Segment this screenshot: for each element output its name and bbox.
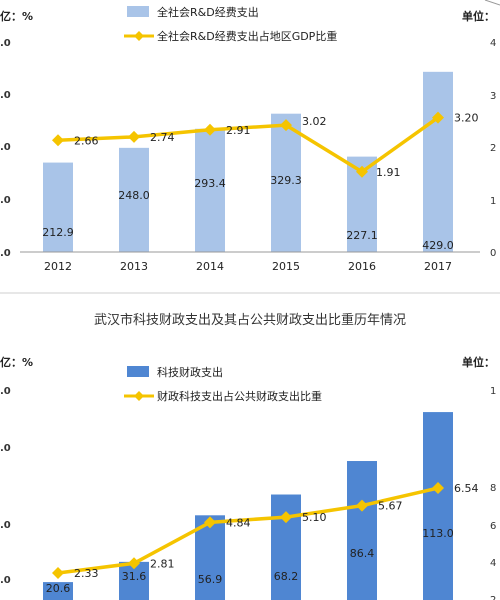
legend-bar-swatch <box>127 366 149 377</box>
legend-line-label: 全社会R&D经费支出占地区GDP比重 <box>157 29 337 43</box>
line-point <box>128 130 140 143</box>
bar <box>423 71 453 252</box>
line-point <box>128 557 140 570</box>
right-tick-label: 6 <box>490 521 496 532</box>
category-label: 2013 <box>120 260 148 273</box>
right-tick-label: 4 <box>490 38 496 49</box>
right-tick-label: 0 <box>490 248 496 259</box>
left-tick-label: .0 <box>0 195 11 206</box>
line-point <box>432 482 444 495</box>
line-point <box>204 516 216 529</box>
bar-value-label: 86.4 <box>350 547 375 560</box>
line-series <box>57 116 440 174</box>
right-tick-label: 1 <box>490 196 496 207</box>
right-tick-label: 1 <box>490 386 496 397</box>
bar-value-label: 212.9 <box>42 226 74 239</box>
line-series <box>57 486 439 575</box>
left-tick-label: .0 <box>0 386 11 397</box>
bar-value-label: 293.4 <box>194 177 226 190</box>
line-point <box>356 165 368 178</box>
right-tick-label: 4 <box>490 558 496 569</box>
left-tick-label: .0 <box>0 443 11 454</box>
line-value-label: 4.84 <box>226 516 251 529</box>
legend-line-marker <box>134 391 144 401</box>
bar-value-label: 56.9 <box>198 573 223 586</box>
line-point <box>356 499 368 512</box>
line-value-label: 5.67 <box>378 500 403 513</box>
line-value-label: 3.20 <box>454 112 479 125</box>
legend-bar-label: 全社会R&D经费支出 <box>157 5 259 19</box>
line-value-label: 1.91 <box>376 166 401 179</box>
line-value-label: 2.33 <box>74 567 99 580</box>
category-label: 2017 <box>424 260 452 273</box>
line-value-label: 2.81 <box>150 557 175 570</box>
line-point <box>52 566 64 579</box>
category-label: 2012 <box>44 260 72 273</box>
left-tick-label: .0 <box>0 248 11 259</box>
left-axis-label: 亿：% <box>0 9 33 23</box>
bar <box>119 147 149 252</box>
bar <box>423 412 453 600</box>
chart-2: 亿：% 单位： .0 .0 .0 .0 2 4 6 8 1 20.6 31.6 56.9 68.2 86.4 1… <box>0 355 496 600</box>
bar-value-label: 429.0 <box>422 239 454 252</box>
right-tick-label: 5 <box>490 0 496 3</box>
figure-title: 武汉市科技财政支出及其占公共财政支出比重历年情况 <box>93 313 406 328</box>
left-tick-label: .0 <box>0 520 11 531</box>
right-tick-label: 2 <box>490 595 496 600</box>
left-tick-label: .0 <box>0 142 11 153</box>
legend-line-label: 财政科技支出占公共财政支出比重 <box>157 389 322 403</box>
right-tick-label: 8 <box>490 483 496 494</box>
bar-value-label: 113.0 <box>422 527 454 540</box>
line-point <box>280 511 292 524</box>
legend-bar-swatch <box>127 6 149 17</box>
category-label: 2016 <box>348 260 376 273</box>
bar <box>347 461 377 600</box>
line-point <box>52 134 64 147</box>
legend-bar-label: 科技财政支出 <box>157 365 223 379</box>
bar-value-label: 329.3 <box>270 174 302 187</box>
right-tick-label: 3 <box>490 91 496 102</box>
line-value-label: 2.91 <box>226 124 251 137</box>
line-point <box>432 111 444 124</box>
line-value-label: 5.10 <box>302 511 327 524</box>
right-axis-label: 单位： <box>462 9 495 23</box>
frame-corner <box>484 0 500 6</box>
bar-value-label: 248.0 <box>118 189 150 202</box>
bar <box>43 582 73 600</box>
line-point <box>280 119 292 132</box>
category-label: 2015 <box>272 260 300 273</box>
chart-1: 亿：% 单位： .0 .0 .0 .0 .0 0 1 2 3 4 5 212.9 248.0 293.4 329… <box>0 0 496 273</box>
right-tick-label: 2 <box>490 143 496 154</box>
bar-value-label: 68.2 <box>274 570 299 583</box>
legend-line-marker <box>134 31 144 41</box>
category-label: 2014 <box>196 260 224 273</box>
left-axis-label: 亿：% <box>0 355 33 369</box>
left-tick-label: .0 <box>0 575 11 586</box>
line-value-label: 2.74 <box>150 131 175 144</box>
line-value-label: 2.66 <box>74 134 99 147</box>
bar-value-label: 20.6 <box>46 582 71 595</box>
bar-value-label: 31.6 <box>122 570 147 583</box>
left-tick-label: .0 <box>0 38 11 49</box>
left-tick-label: .0 <box>0 90 11 101</box>
line-value-label: 3.02 <box>302 115 327 128</box>
bar <box>43 162 73 252</box>
line-value-label: 6.54 <box>454 482 479 495</box>
bar <box>195 128 225 252</box>
bar <box>271 494 301 600</box>
line-point <box>204 123 216 136</box>
bar-value-label: 227.1 <box>346 229 378 242</box>
right-axis-label: 单位： <box>462 355 495 369</box>
bar <box>271 113 301 252</box>
